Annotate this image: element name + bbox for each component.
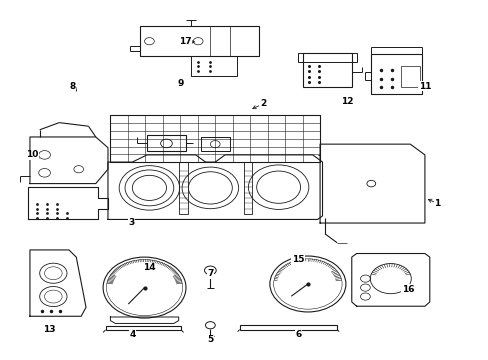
- Text: 7: 7: [207, 269, 213, 278]
- Text: 17: 17: [178, 37, 191, 46]
- Bar: [303, 53, 351, 87]
- Text: 16: 16: [401, 285, 413, 294]
- Text: 14: 14: [143, 264, 155, 273]
- Text: 10: 10: [26, 150, 39, 159]
- Text: 9: 9: [178, 79, 184, 88]
- Text: 1: 1: [433, 199, 439, 208]
- Bar: [179, 162, 187, 214]
- Bar: [370, 54, 422, 94]
- Text: 15: 15: [291, 255, 304, 264]
- Bar: [400, 66, 419, 87]
- Text: 11: 11: [418, 82, 430, 91]
- Text: 13: 13: [43, 325, 56, 334]
- Text: 8: 8: [70, 82, 76, 91]
- Bar: [298, 53, 356, 62]
- Bar: [243, 162, 252, 214]
- Text: 2: 2: [260, 99, 265, 108]
- Bar: [105, 325, 181, 330]
- Text: 12: 12: [340, 97, 352, 106]
- Text: 5: 5: [207, 335, 213, 344]
- Bar: [147, 135, 185, 151]
- Bar: [239, 325, 336, 329]
- Text: 3: 3: [128, 218, 134, 227]
- Bar: [200, 137, 229, 151]
- Bar: [190, 56, 237, 76]
- Text: 4: 4: [129, 330, 135, 339]
- Bar: [140, 26, 259, 56]
- Bar: [110, 116, 320, 162]
- Text: 6: 6: [294, 330, 301, 339]
